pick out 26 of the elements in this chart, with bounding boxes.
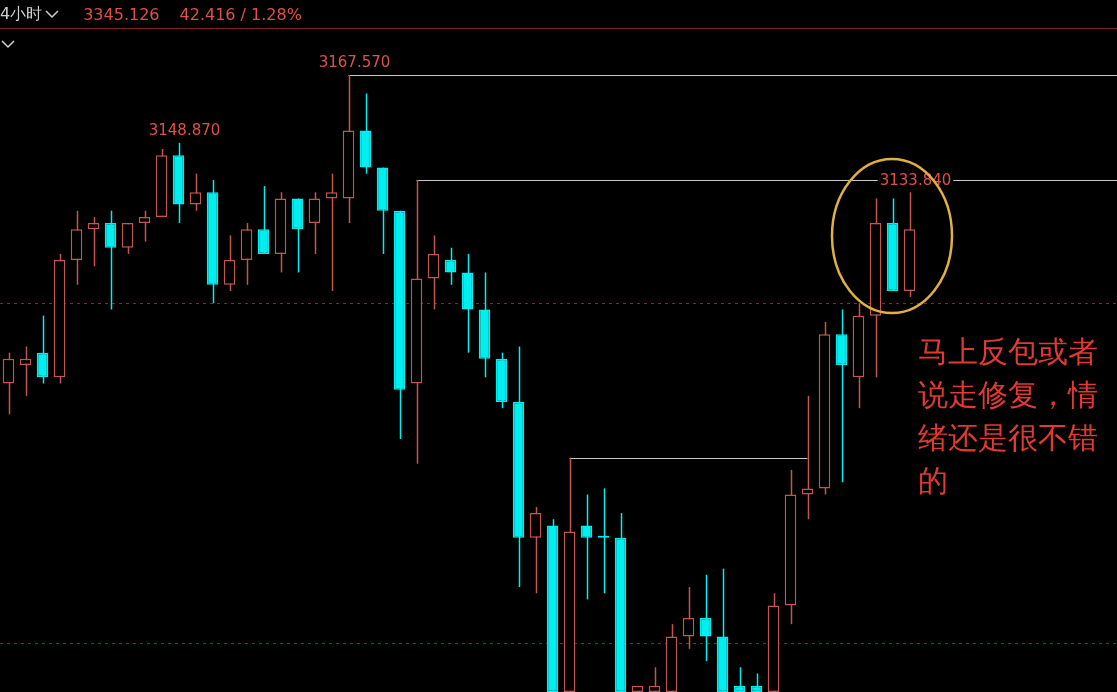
annotation: 马上反包或者说走修复，情绪还是很不错的 xyxy=(918,333,1099,500)
candlestick xyxy=(444,247,457,286)
candlestick xyxy=(750,672,763,692)
text: 42.416 / 1.28% xyxy=(179,4,302,24)
candlestick xyxy=(325,172,338,292)
annotation: 3148.870 xyxy=(148,121,221,140)
candlestick xyxy=(308,191,321,255)
candlestick xyxy=(121,222,134,255)
candlestick xyxy=(529,506,542,595)
annotation: 3167.570 xyxy=(318,53,391,72)
candlestick xyxy=(801,395,814,520)
candlestick xyxy=(36,314,49,385)
chart-title: 4小时 xyxy=(0,3,43,25)
candlestick xyxy=(104,209,117,311)
candlestick xyxy=(87,216,100,268)
candlestick xyxy=(138,209,151,243)
candlestick xyxy=(427,234,440,311)
candlestick xyxy=(733,666,746,692)
candlestick xyxy=(257,185,270,255)
candlestick xyxy=(19,345,32,397)
candlestick xyxy=(699,574,712,662)
candlestick xyxy=(223,234,236,292)
text: 3345.126 xyxy=(83,4,160,24)
candlestick xyxy=(189,172,202,212)
candlestick xyxy=(682,586,695,650)
candlestick xyxy=(580,493,593,601)
